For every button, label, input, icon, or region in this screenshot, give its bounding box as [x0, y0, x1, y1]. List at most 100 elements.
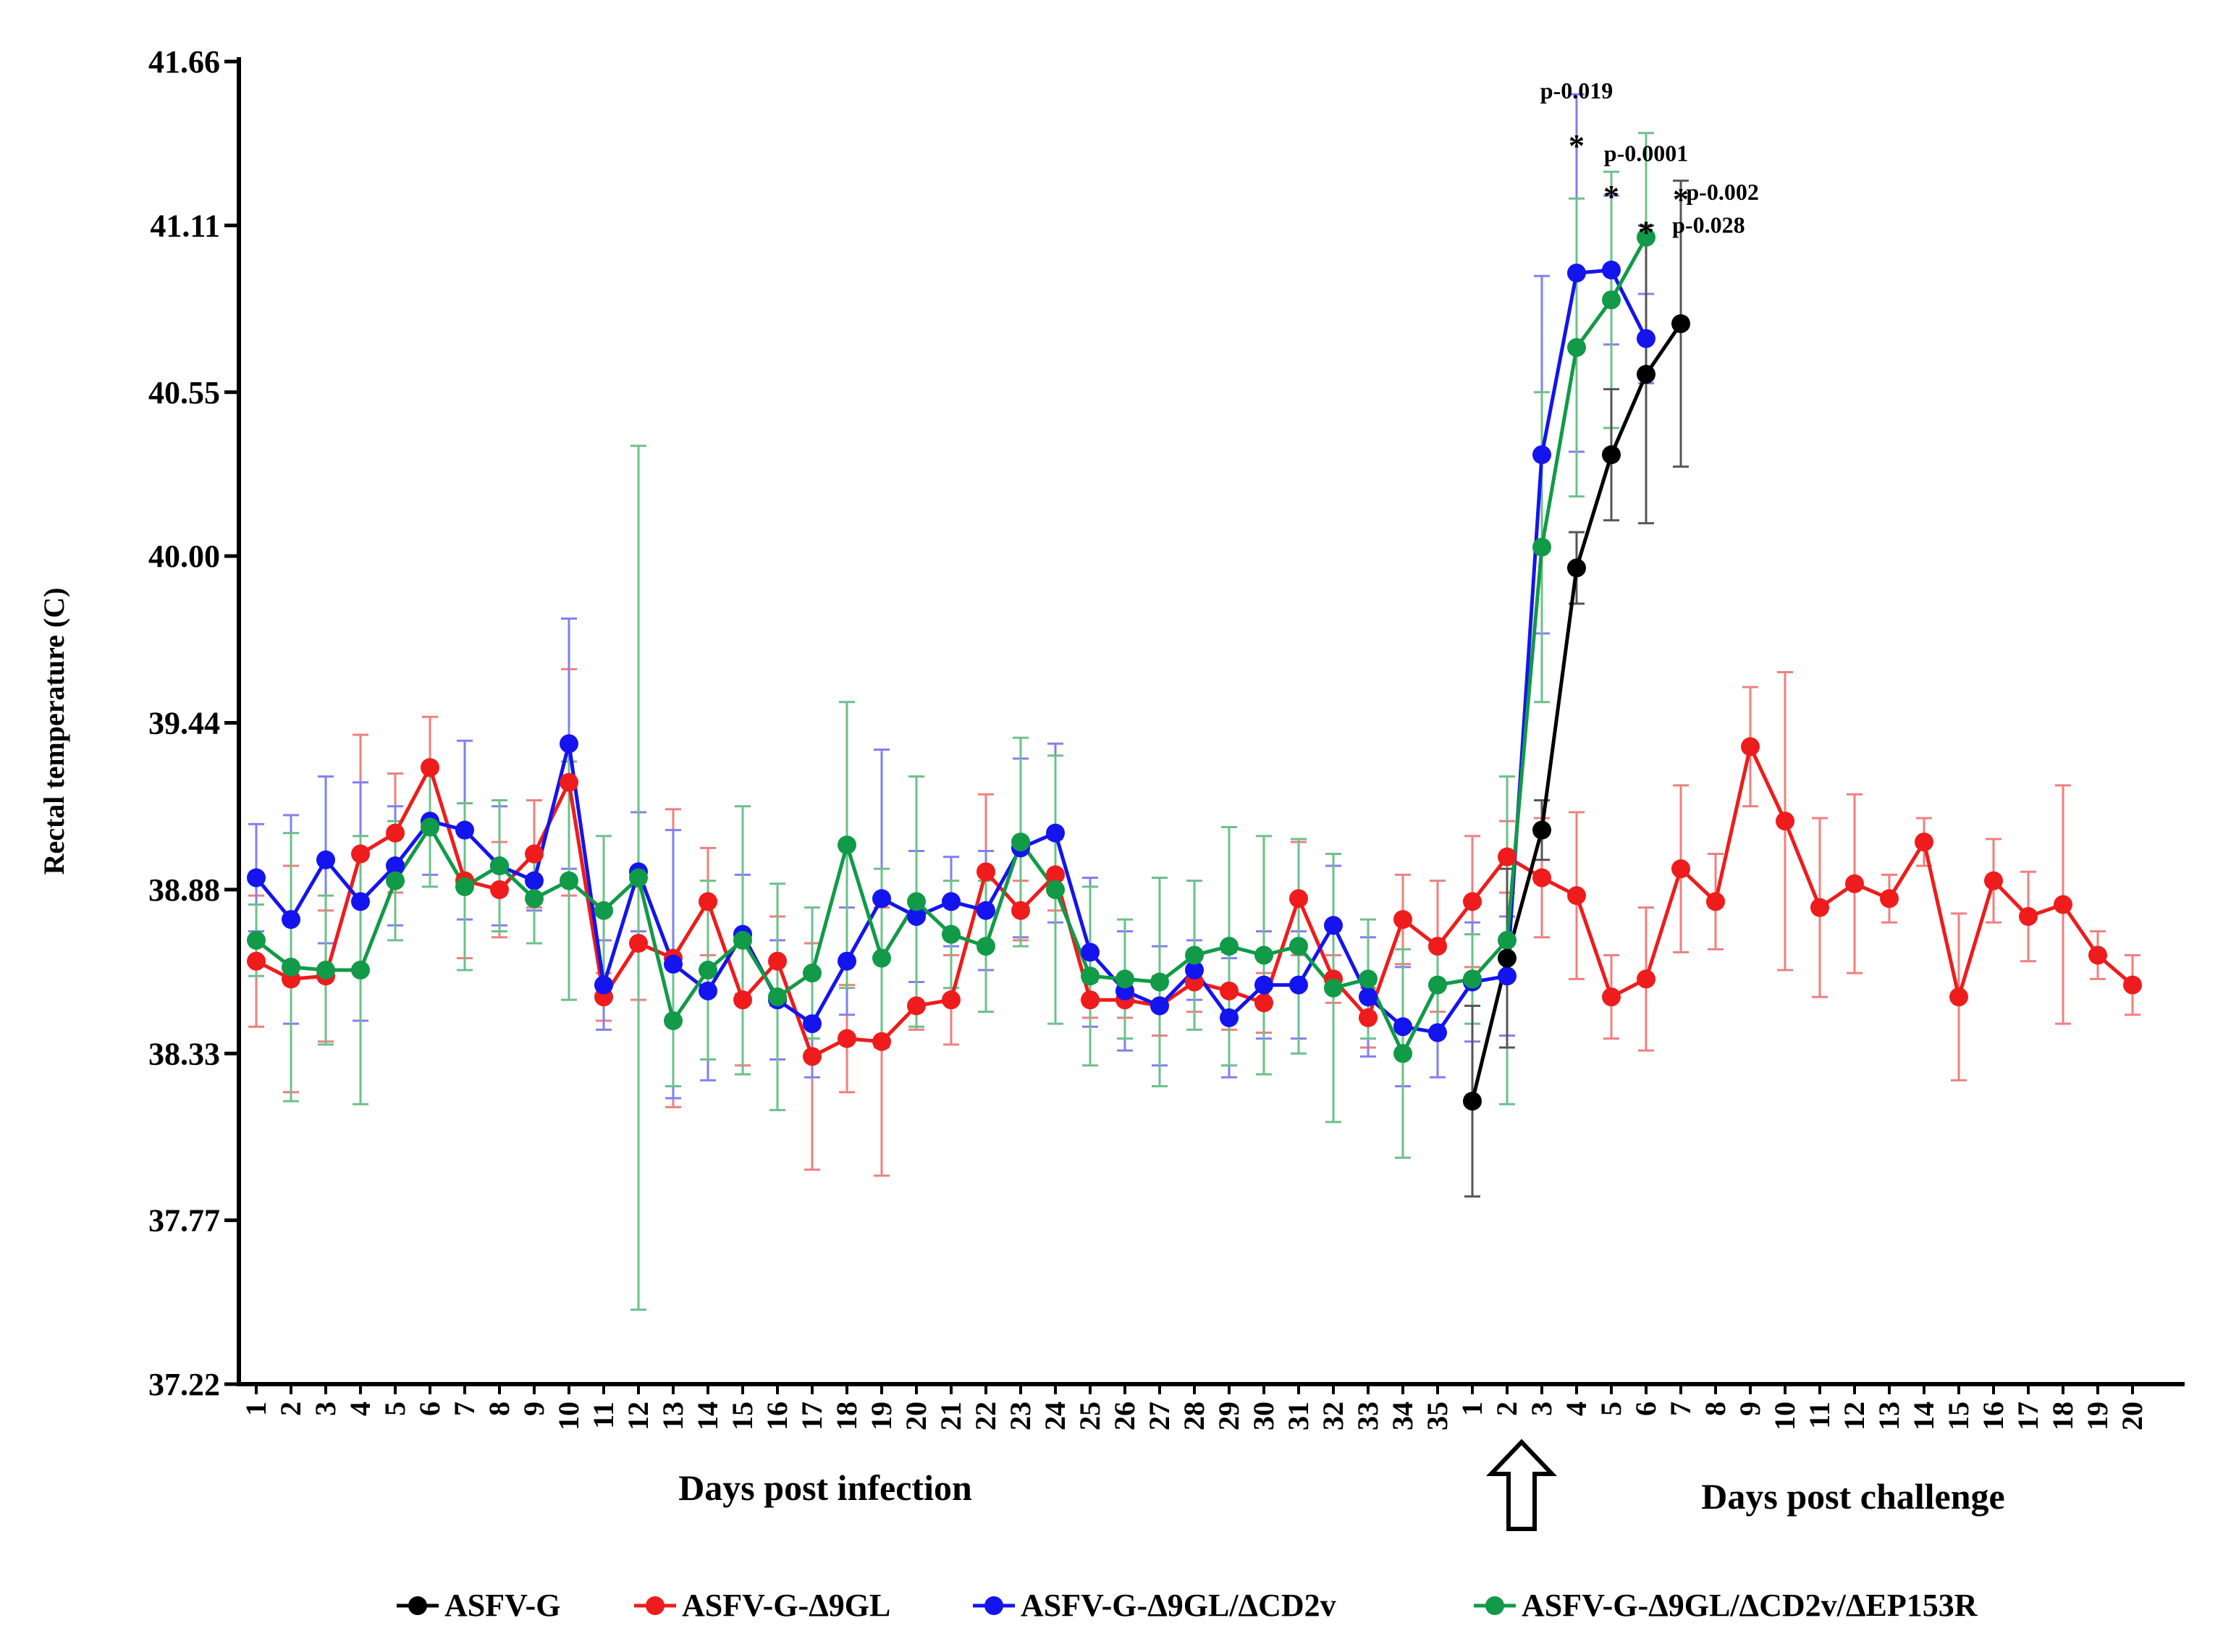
data-point — [1359, 987, 1378, 1007]
data-point — [733, 930, 752, 950]
x-tick-label: 6 — [413, 1402, 446, 1416]
data-point — [1393, 910, 1412, 930]
data-point — [1602, 290, 1621, 310]
data-point — [1637, 227, 1655, 247]
data-point — [1463, 969, 1482, 989]
data-point — [560, 734, 578, 754]
x-axis-label-challenge: Days post challenge — [1701, 1476, 2004, 1517]
data-point — [1324, 916, 1343, 935]
data-point — [699, 981, 717, 1000]
data-point — [1463, 1092, 1482, 1111]
significance-star: * — [1638, 214, 1654, 250]
x-tick-label: 28 — [1178, 1402, 1210, 1430]
data-point — [351, 844, 370, 864]
data-point — [421, 758, 439, 777]
data-point — [1498, 948, 1517, 968]
x-tick-label: 22 — [969, 1402, 1002, 1430]
data-point — [1949, 987, 1968, 1007]
data-point — [1532, 868, 1551, 888]
x-tick-label: 7 — [1664, 1402, 1697, 1416]
data-point — [629, 934, 648, 953]
y-tick-label: 39.44 — [148, 706, 220, 741]
x-tick-label: 10 — [552, 1402, 585, 1430]
data-point — [1567, 264, 1586, 283]
data-point — [1393, 1017, 1412, 1037]
data-point — [803, 964, 822, 983]
axes: 41.66 41.11 40.55 40.00 39.44 38.88 38.33 37.77… — [148, 44, 2185, 1430]
data-point — [594, 901, 613, 920]
data-point — [282, 957, 300, 977]
data-point — [1915, 833, 1933, 852]
x-tick-label: 26 — [1108, 1402, 1141, 1430]
data-point — [1393, 1044, 1412, 1063]
significance-star: * — [1673, 182, 1689, 217]
x-tick-label: 12 — [622, 1402, 654, 1430]
data-point — [1845, 874, 1864, 893]
x-tick-label: 31 — [1282, 1402, 1315, 1430]
x-tick-label: 30 — [1247, 1402, 1280, 1430]
legend-item: ASFV-G — [397, 1588, 561, 1623]
data-point — [1602, 445, 1621, 465]
data-point — [490, 856, 509, 876]
data-point — [1150, 996, 1169, 1016]
significance-star: * — [1603, 179, 1619, 214]
x-tick-label: 20 — [900, 1402, 932, 1430]
data-point — [1463, 892, 1482, 911]
x-tick-label: 17 — [796, 1402, 828, 1430]
svg-text:ASFV-G-Δ9GL: ASFV-G-Δ9GL — [682, 1588, 890, 1623]
x-tick-label: 2 — [1490, 1402, 1523, 1416]
significance-star: * — [1569, 128, 1585, 164]
data-point — [872, 948, 891, 968]
data-point — [2088, 945, 2107, 965]
data-point — [1671, 314, 1690, 334]
data-point — [1498, 966, 1517, 986]
data-point — [907, 892, 926, 911]
x-axis-label-infection: Days post infection — [678, 1467, 972, 1508]
data-point — [1254, 993, 1273, 1013]
x-tick-label: 34 — [1386, 1402, 1419, 1430]
data-point — [560, 772, 578, 792]
x-tick-label: 15 — [726, 1402, 759, 1430]
x-tick-label: 16 — [761, 1402, 793, 1430]
data-point — [560, 871, 578, 890]
data-point — [1011, 901, 1030, 920]
data-point — [629, 868, 648, 888]
y-tick-label: 41.11 — [150, 208, 220, 243]
data-point — [1046, 823, 1065, 843]
data-point — [525, 844, 544, 864]
x-tick-label: 8 — [483, 1402, 515, 1416]
legend: ASFV-G ASFV-G-Δ9GL ASFV-G-Δ9GL/ΔCD2v ASFV-G… — [397, 1588, 1978, 1623]
data-point — [1776, 812, 1794, 831]
svg-text:ASFV-G-Δ9GL/ΔCD2v/ΔEP153R: ASFV-G-Δ9GL/ΔCD2v/ΔEP153R — [1522, 1588, 1978, 1623]
significance-annotations: p-0.019* p-0.0001* *p-0.002* p-0.028 — [1540, 77, 1759, 250]
data-point — [2054, 895, 2072, 914]
data-point — [942, 924, 961, 944]
data-point — [1046, 880, 1065, 899]
data-point — [699, 892, 717, 911]
data-point — [1602, 987, 1621, 1007]
data-point — [699, 961, 717, 980]
data-point — [803, 1047, 822, 1066]
data-point — [976, 862, 995, 882]
data-point — [664, 1011, 683, 1030]
data-point — [1046, 865, 1065, 885]
data-point — [942, 892, 961, 911]
x-tick-label: 14 — [1907, 1402, 1940, 1430]
legend-item: ASFV-G-Δ9GL — [634, 1588, 890, 1623]
data-point — [1532, 820, 1551, 840]
x-tick-label: 18 — [2046, 1402, 2079, 1430]
data-point — [1115, 969, 1134, 989]
data-point — [525, 871, 544, 890]
x-tick-label: 7 — [448, 1402, 481, 1416]
data-point — [1637, 969, 1655, 989]
y-tick-label: 38.88 — [148, 872, 220, 908]
x-tick-label: 3 — [1525, 1402, 1558, 1416]
data-point — [421, 817, 439, 837]
svg-text:ASFV-G: ASFV-G — [444, 1588, 561, 1623]
data-point — [1671, 859, 1690, 879]
data-point — [768, 987, 787, 1007]
data-point — [2123, 975, 2142, 995]
x-tick-label: 4 — [1560, 1402, 1593, 1416]
data-point — [282, 910, 300, 930]
